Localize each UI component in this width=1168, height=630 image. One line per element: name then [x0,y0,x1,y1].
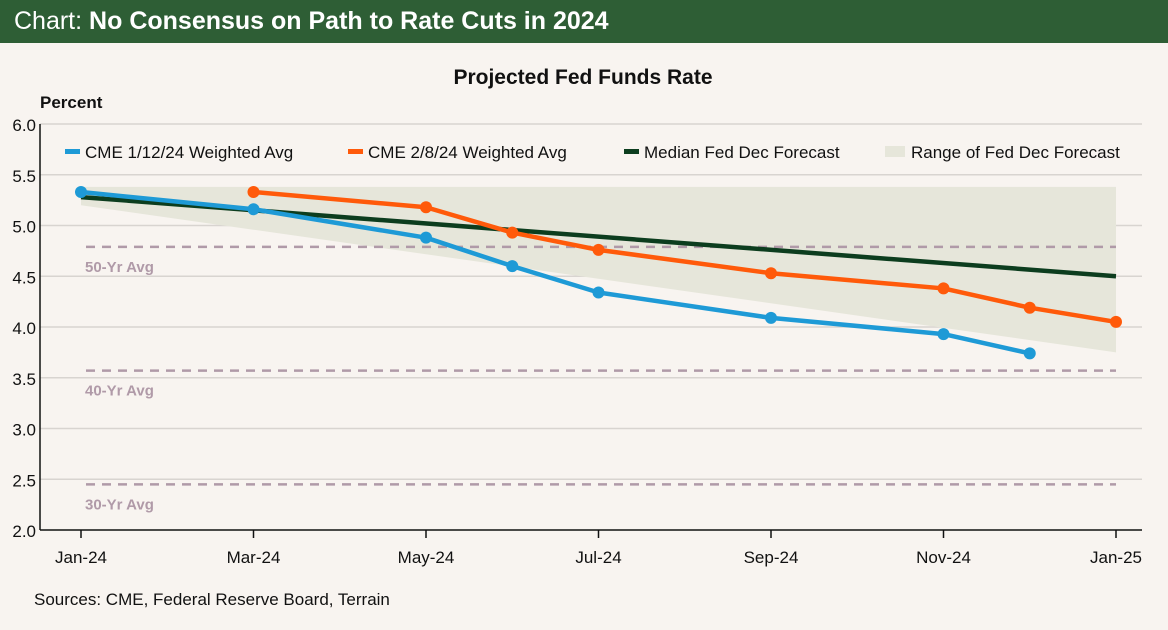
data-point [420,231,432,244]
series-line-1 [253,189,1117,325]
x-tick-label: Mar-24 [227,548,281,567]
legend-label: CME 2/8/24 Weighted Avg [368,143,567,162]
data-point [1023,347,1036,360]
data-point [765,311,777,324]
header-title: No Consensus on Path to Rate Cuts in 202… [89,7,609,35]
x-tick-label: Jan-24 [55,548,107,567]
legend-label: Median Fed Dec Forecast [644,143,840,162]
data-point [420,201,432,214]
x-tick-label: Sep-24 [744,548,799,567]
x-tick-label: Nov-24 [916,548,971,567]
data-point [506,260,519,273]
y-tick-label: 6.0 [12,116,36,135]
data-point [247,186,260,199]
data-point [75,186,87,199]
header-prefix: Chart: [14,7,83,35]
x-tick-label: May-24 [398,548,455,567]
legend-label: CME 1/12/24 Weighted Avg [85,143,293,162]
chart-header: Chart: No Consensus on Path to Rate Cuts… [0,0,1168,43]
y-tick-label: 3.0 [12,421,36,440]
data-point [937,328,950,341]
y-tick-label: 2.0 [12,522,36,541]
legend-swatch [885,146,905,157]
chart-title: Projected Fed Funds Rate [453,66,712,89]
y-tick-label: 5.5 [12,167,36,186]
data-point [1110,315,1122,328]
data-point [765,267,777,280]
legend-swatch [624,149,639,154]
legend-label: Range of Fed Dec Forecast [911,143,1120,162]
data-point [592,243,605,256]
y-tick-label: 5.0 [12,218,36,237]
data-point [592,286,605,299]
forecast-range-area [81,186,1116,353]
data-point [937,282,950,295]
data-point [1023,301,1036,314]
reference-label: 50-Yr Avg [85,259,154,276]
y-tick-label: 4.5 [12,268,36,287]
series-line-0 [80,189,1031,356]
source-note: Sources: CME, Federal Reserve Board, Ter… [34,590,390,609]
reference-label: 30-Yr Avg [85,496,154,513]
reference-label: 40-Yr Avg [85,383,154,400]
x-tick-label: Jan-25 [1090,548,1142,567]
legend-swatch [65,149,80,154]
data-point [247,203,260,216]
y-tick-label: 4.0 [12,319,36,338]
y-tick-label: 3.5 [12,370,36,389]
data-point [506,226,519,239]
y-axis-label: Percent [40,93,103,112]
x-tick-label: Jul-24 [575,548,621,567]
legend-swatch [348,149,363,154]
y-tick-label: 2.5 [12,471,36,490]
